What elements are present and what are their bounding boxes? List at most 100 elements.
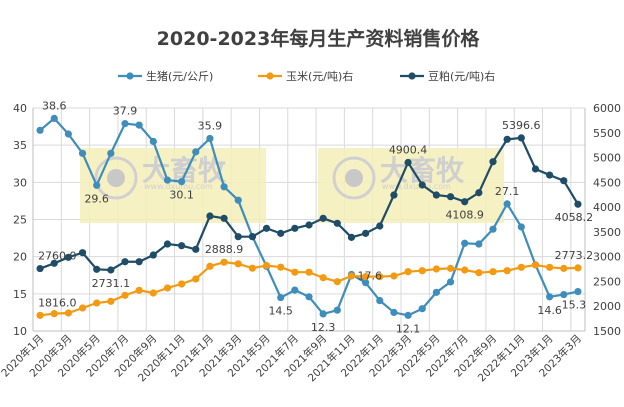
data-point (149, 137, 157, 146)
data-point (418, 267, 426, 275)
y-right-tick-label: 5000 (593, 152, 621, 165)
data-label: 2760.0 (38, 250, 76, 263)
y-left-tick-label: 20 (13, 251, 27, 264)
data-label: 4108.9 (445, 209, 484, 222)
data-label: 14.6 (537, 304, 562, 317)
data-point (50, 310, 58, 318)
data-point (178, 280, 186, 288)
data-point (107, 149, 115, 157)
data-point (178, 177, 186, 186)
data-point (234, 196, 242, 204)
data-point (192, 245, 200, 253)
data-point (36, 264, 44, 273)
data-point (546, 171, 554, 179)
data-point (546, 293, 554, 301)
data-point (503, 200, 511, 208)
svg-text:玉米(元/吨)右: 玉米(元/吨)右 (286, 69, 353, 83)
data-point (489, 268, 497, 276)
data-point (277, 263, 285, 271)
data-point (206, 134, 214, 143)
data-point (220, 183, 228, 191)
data-point (234, 233, 242, 241)
data-point (319, 274, 327, 282)
data-point (64, 130, 72, 138)
data-label: 35.9 (198, 119, 223, 132)
y-left-tick-label: 40 (13, 102, 27, 115)
data-point (192, 148, 200, 156)
y-right-tick-label: 6000 (593, 102, 621, 115)
y-right-tick-label: 5500 (593, 127, 621, 140)
data-point (248, 233, 256, 241)
data-label: 4900.4 (389, 143, 428, 156)
y-left-tick-label: 30 (13, 176, 27, 189)
data-label: 17.6 (357, 270, 382, 283)
y-left-tick-label: 15 (13, 288, 27, 301)
data-point (206, 262, 214, 270)
data-point (475, 269, 483, 277)
data-point (135, 286, 143, 294)
data-point (560, 290, 568, 299)
data-label: 30.1 (169, 189, 194, 202)
data-point (446, 278, 455, 286)
data-point (78, 249, 87, 257)
y-right-tick-label: 1500 (593, 325, 621, 338)
data-point (121, 120, 129, 128)
data-point (347, 233, 356, 241)
data-point (376, 273, 384, 281)
data-point (93, 265, 101, 273)
data-label: 27.1 (495, 185, 520, 198)
data-point (347, 272, 356, 280)
data-point (489, 158, 497, 166)
data-point (574, 288, 582, 296)
data-point (517, 134, 525, 142)
data-point (93, 299, 101, 307)
data-point (64, 309, 72, 317)
data-point (305, 221, 313, 229)
data-point (135, 258, 143, 266)
data-point (362, 273, 370, 281)
data-point (333, 278, 341, 286)
data-point (560, 264, 568, 272)
data-label: 15.3 (562, 299, 587, 312)
data-point (36, 311, 44, 319)
data-point (432, 191, 440, 199)
data-point (517, 223, 525, 231)
data-point (475, 240, 483, 248)
data-point (404, 268, 412, 276)
data-point (418, 181, 426, 189)
data-point (319, 310, 327, 318)
data-point (234, 260, 242, 268)
data-point (376, 222, 384, 230)
data-point (418, 305, 426, 313)
data-point (149, 289, 157, 297)
data-point (64, 253, 72, 261)
data-point (50, 114, 58, 123)
data-point (262, 224, 271, 232)
y-right-tick-label: 4000 (593, 201, 621, 214)
data-label: 12.3 (311, 321, 336, 334)
data-label: 29.6 (84, 192, 109, 205)
legend-item: 豆粕(元/吨)右 (400, 69, 495, 83)
data-point (517, 263, 525, 271)
data-point (333, 219, 341, 227)
data-point (206, 212, 214, 220)
data-point (291, 286, 299, 294)
data-point (78, 149, 87, 157)
y-right-tick-label: 3500 (593, 226, 621, 239)
data-label: 2731.1 (92, 277, 131, 290)
data-point (135, 121, 143, 129)
data-point (461, 239, 469, 247)
series (36, 114, 582, 319)
data-point (390, 272, 398, 280)
svg-text:www.dxumu.com: www.dxumu.com (144, 182, 213, 191)
data-point (163, 240, 172, 248)
data-label: 38.6 (42, 99, 67, 112)
data-label: 1816.0 (38, 296, 76, 309)
data-label: 2773.2 (555, 249, 594, 262)
data-point (121, 291, 129, 299)
data-point (475, 189, 483, 197)
y-right-tick-label: 4500 (593, 176, 621, 189)
data-label: 5396.6 (502, 119, 541, 132)
